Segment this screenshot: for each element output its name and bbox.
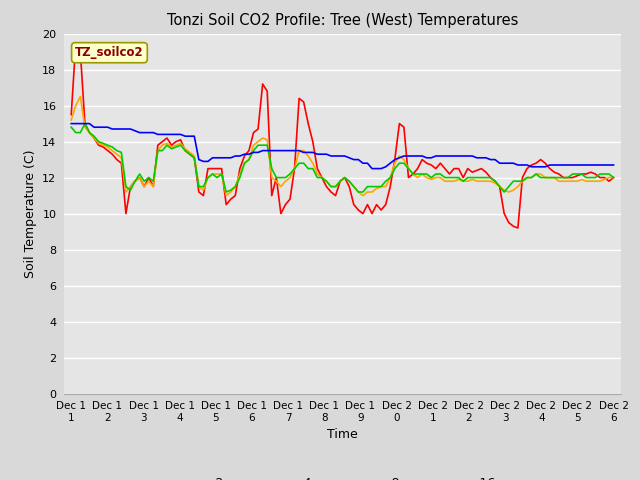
X-axis label: Time: Time: [327, 428, 358, 442]
Legend: -2cm, -4cm, -8cm, -16cm: -2cm, -4cm, -8cm, -16cm: [165, 472, 520, 480]
Text: TZ_soilco2: TZ_soilco2: [75, 46, 144, 59]
Title: Tonzi Soil CO2 Profile: Tree (West) Temperatures: Tonzi Soil CO2 Profile: Tree (West) Temp…: [166, 13, 518, 28]
Y-axis label: Soil Temperature (C): Soil Temperature (C): [24, 149, 36, 278]
